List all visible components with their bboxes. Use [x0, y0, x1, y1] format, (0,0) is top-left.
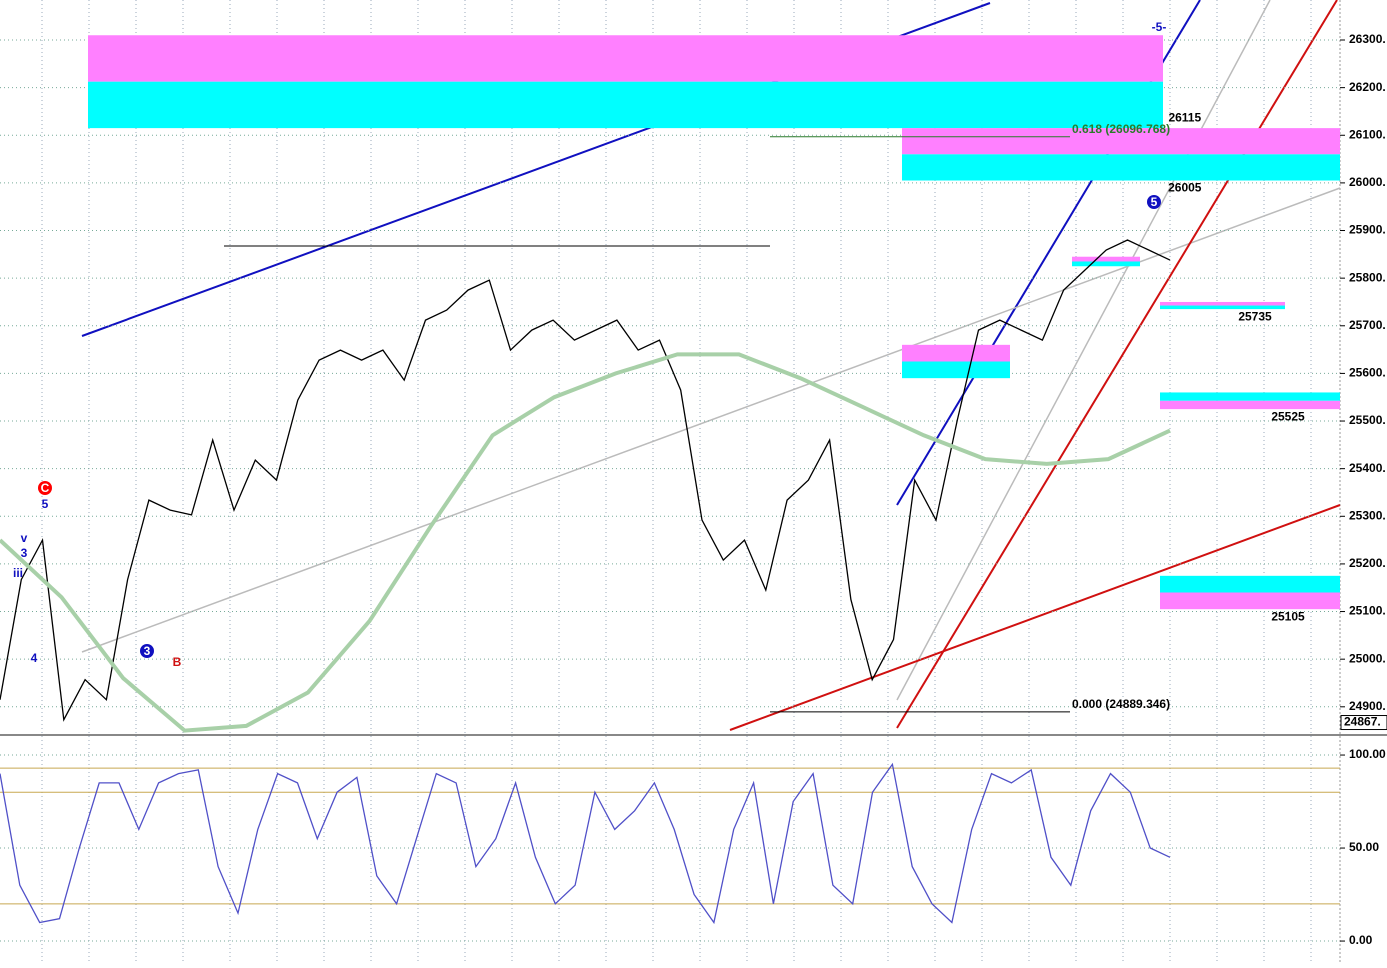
series-line — [0, 762, 1171, 925]
y-tick-label: 100.00 — [1349, 747, 1386, 761]
y-tick-label: 25800. — [1349, 270, 1386, 284]
wave-circle — [1147, 195, 1161, 209]
y-tick-label: 25400. — [1349, 461, 1386, 475]
wave-label: 3 — [144, 644, 151, 658]
zone-upper — [1072, 256, 1140, 262]
y-tick-label: 25100. — [1349, 604, 1386, 618]
wave-label: v — [21, 531, 28, 545]
wave-circle — [140, 644, 154, 658]
trend-line — [896, 0, 1338, 729]
wave-label: 4 — [31, 651, 38, 665]
zone-upper — [88, 35, 1163, 82]
zone-label: 26005 — [1168, 181, 1202, 195]
y-tick-label: 25200. — [1349, 556, 1386, 570]
zone-upper — [1160, 575, 1340, 593]
y-tick-label: 25700. — [1349, 318, 1386, 332]
y-tick-label: 0.00 — [1349, 933, 1373, 947]
trend-line — [729, 504, 1341, 731]
zone-label: 25735 — [1238, 309, 1272, 323]
y-tick-label: 26300. — [1349, 32, 1386, 46]
zone-upper — [1160, 301, 1285, 306]
zone-lower — [902, 361, 1010, 379]
wave-label: iii — [13, 566, 23, 580]
y-tick-label: 25500. — [1349, 413, 1386, 427]
zone-upper — [902, 128, 1340, 155]
zone-label: 25105 — [1271, 609, 1305, 623]
wave-label: C — [41, 481, 50, 495]
zone-lower — [1160, 400, 1340, 410]
zone-lower — [1072, 261, 1140, 267]
y-tick-label: 26100. — [1349, 127, 1386, 141]
last-price-box — [1340, 715, 1387, 731]
zone-lower — [902, 154, 1340, 181]
y-tick-label: 26200. — [1349, 80, 1386, 94]
y-tick-label: 25300. — [1349, 508, 1386, 522]
zone-lower — [88, 81, 1163, 129]
series-line — [0, 239, 1171, 722]
zone-upper — [1160, 392, 1340, 401]
wave-label: -5- — [1152, 20, 1167, 34]
fib-label: 0.618 (26096.768) — [1072, 122, 1170, 136]
wave-label: 5 — [1151, 195, 1158, 209]
fib-label: 0.000 (24889.346) — [1072, 697, 1170, 711]
wave-label: 3 — [21, 546, 28, 560]
y-tick-label: 26000. — [1349, 175, 1386, 189]
last-price-label: 24867. — [1344, 715, 1381, 729]
wave-circle — [38, 481, 52, 495]
wave-label: 5 — [42, 497, 49, 511]
wave-label: B — [173, 655, 182, 669]
zone-lower — [1160, 305, 1285, 310]
y-tick-label: 25000. — [1349, 651, 1386, 665]
y-tick-label: 24900. — [1349, 699, 1386, 713]
y-tick-label: 25600. — [1349, 366, 1386, 380]
trend-line — [896, 0, 1271, 701]
zone-label: 25525 — [1271, 409, 1305, 423]
series-line — [0, 352, 1171, 733]
zone-label: 26115 — [1168, 110, 1201, 124]
zone-lower — [1160, 592, 1340, 610]
y-tick-label: 25900. — [1349, 223, 1386, 237]
y-tick-label: 50.00 — [1349, 840, 1379, 854]
zone-upper — [902, 344, 1010, 362]
